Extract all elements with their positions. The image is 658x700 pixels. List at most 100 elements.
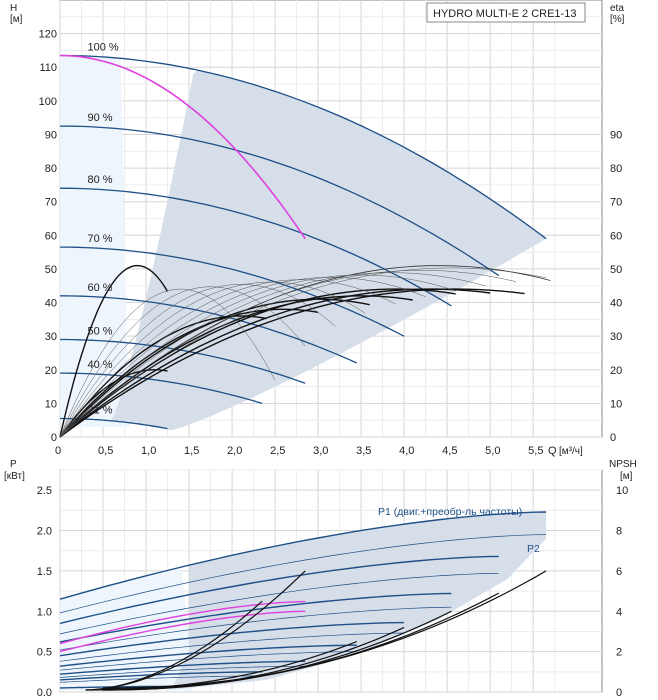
head-y-tick-label: 20 [45,365,57,377]
head-region-main [111,70,547,431]
power-curve-line [59,621,405,657]
head-x-tick-label: 0,5 [98,445,113,457]
head-y-tick-label: 60 [45,230,57,242]
power-y-tick-label: 0.0 [37,687,52,699]
power-axis-unit: [кВт] [4,471,25,482]
flow-axis-label: Q [548,445,557,457]
eta-y-tick-label: 30 [610,331,622,343]
head-y-tick-label: 40 [45,298,57,310]
efficiency-curve-thin [59,279,396,438]
speed-curve-line [60,338,306,384]
power-operating-region [60,512,547,691]
npsh-y-tick-label: 10 [616,485,628,497]
head-y-tick-label: 50 [45,264,57,276]
head-chart: 100 %90 %80 %70 %60 %50 %40 %21 % 0 0,5 1,… [10,0,625,457]
head-y-tick-label: 10 [45,398,57,410]
npsh-y-tick-label: 8 [616,526,622,538]
eta-y-tick-label: 10 [610,398,622,410]
npsh-y-tick-label: 2 [616,647,622,659]
speed-curve-label: 70 % [88,233,113,245]
head-operating-region [60,55,547,431]
power-curve-line [59,675,263,683]
head-axis-label: H [10,3,17,14]
speed-curve-label: 100 % [88,41,119,53]
npsh-curve-line [85,640,358,691]
head-x-tick-label: 2,5 [270,445,285,457]
flow-axis-unit: [м³/ч] [559,446,583,457]
power-curve-line [59,665,306,678]
head-y-tick-label: 120 [39,29,57,41]
p1-annotation: P1 (двиг.+преобр-ль частоты) [378,506,522,518]
head-x-tick-label: 3,0 [313,445,328,457]
power-curve-line [59,644,357,667]
head-y-tick-label: 110 [39,62,57,74]
head-x-tick-label: 0 [55,445,61,457]
head-x-tick-label: 5,0 [485,445,500,457]
head-axis-ticks: 0 0,5 1,0 1,5 2,0 2,5 3,0 3,5 4,0 4,5 5,0 5,5 0 10 20 3… [39,29,623,457]
power-region-main [171,512,547,690]
npsh-y-tick-label: 6 [616,566,622,578]
head-y-tick-label: 100 [39,96,57,108]
power-chart: 0.0 0.5 1.0 1.5 2.0 2.5 0 2 4 6 8 10 P [кВт] NPSH [… [4,459,637,699]
power-axis-ticks: 0.0 0.5 1.0 1.5 2.0 2.5 0 2 4 6 8 10 [37,485,629,699]
efficiency-curve-thin [59,277,426,438]
head-y-tick-label: 90 [45,129,57,141]
eta-y-tick-label: 0 [610,432,616,444]
speed-curve-line [60,246,405,337]
eta-y-tick-label: 60 [610,230,622,242]
power-curve-line [59,606,452,651]
efficiency-curve-line [59,264,169,438]
power-curve-line [59,555,499,625]
eta-axis-label: eta [610,3,624,14]
power-region-light [60,567,194,691]
efficiency-curve-thin [59,270,517,438]
chart-title: HYDRO MULTI-E 2 CRE1-13 [433,8,576,20]
head-y-tick-label: 0 [51,432,57,444]
power-y-tick-label: 2.5 [37,485,52,497]
power-curve-line [59,671,263,681]
head-x-tick-label: 1,5 [184,445,199,457]
speed-curve-label: 40 % [88,359,113,371]
head-y-tick-label: 80 [45,163,57,175]
head-x-tick-label: 5,5 [528,445,543,457]
speed-curve-label: 80 % [88,174,113,186]
eta-y-tick-label: 50 [610,264,622,276]
head-x-tick-label: 3,5 [356,445,371,457]
npsh-curve-line [85,600,263,691]
efficiency-curve-thin [59,272,486,438]
head-x-tick-label: 4,0 [399,445,414,457]
head-x-tick-label: 1,0 [141,445,156,457]
chart-title-box [426,2,586,23]
head-y-tick-label: 30 [45,331,57,343]
head-x-tick-label: 2,0 [227,445,242,457]
duty-curve-line [59,54,306,240]
speed-curve-line [60,372,263,405]
speed-curve-line [59,125,500,277]
power-curve-line [59,592,452,643]
head-region-light [60,55,129,427]
head-curves: 100 %90 %80 %70 %60 %50 %40 %21 % [59,41,551,438]
npsh-y-tick-label: 0 [616,687,622,699]
power-y-tick-label: 0.5 [37,647,52,659]
head-y-tick-label: 70 [45,197,57,209]
efficiency-curve-thin [59,274,456,438]
eta-y-tick-label: 80 [610,163,622,175]
head-axis-unit: [м] [10,14,23,25]
power-y-tick-label: 1.5 [37,566,52,578]
eta-y-tick-label: 90 [610,129,622,141]
eta-y-tick-label: 70 [610,197,622,209]
power-curve-line [59,534,547,614]
efficiency-curve-thin [59,288,276,438]
power-curve-line [59,632,405,662]
speed-curve-line [59,54,547,240]
duty-power-curve-line [59,600,306,645]
npsh-axis-label: NPSH [609,459,637,470]
speed-curve-line [59,295,358,364]
speed-curve-label: 50 % [88,326,113,338]
power-y-tick-label: 1.0 [37,606,52,618]
npsh-curve-line [102,592,500,690]
efficiency-curve-line [59,308,319,438]
power-curve-line [59,660,306,675]
power-curve-line [59,511,547,600]
